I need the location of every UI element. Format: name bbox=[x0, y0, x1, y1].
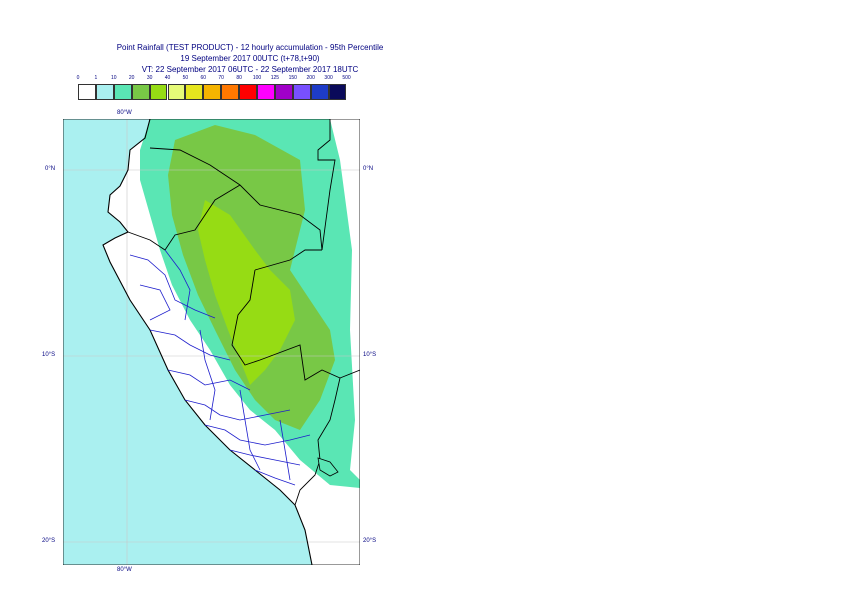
border-colombia-brazil bbox=[317, 119, 336, 251]
legend-swatch bbox=[328, 84, 347, 100]
label-lat-20-right: 20°S bbox=[363, 538, 377, 544]
legend-swatch bbox=[274, 84, 293, 100]
legend-swatch bbox=[221, 84, 240, 100]
legend-tick-label: 150 bbox=[288, 75, 297, 81]
legend-tick-label: 10 bbox=[111, 75, 117, 81]
legend-tick-label: 80 bbox=[236, 75, 242, 81]
label-lat-0-right: 0°N bbox=[363, 166, 374, 172]
region-borders bbox=[129, 249, 311, 486]
border-ecuador-peru bbox=[127, 184, 241, 251]
legend-swatch bbox=[131, 84, 150, 100]
legend-tick-label: 40 bbox=[164, 75, 171, 81]
lake-titicaca bbox=[317, 457, 339, 477]
legend-swatch bbox=[78, 84, 96, 100]
legend-tick-label: 70 bbox=[218, 75, 224, 81]
legend-swatch bbox=[95, 84, 114, 100]
legend-swatch bbox=[203, 84, 222, 100]
legend-tick-label: 200 bbox=[306, 75, 315, 81]
legend-tick-label: 125 bbox=[270, 75, 280, 81]
legend-tick-label: 30 bbox=[146, 75, 153, 81]
legend-tick-label: 0 bbox=[76, 75, 80, 81]
legend-tick-label: 1 bbox=[94, 75, 98, 81]
label-lat-10-left: 10°S bbox=[42, 352, 56, 358]
border-peru-brazil bbox=[231, 249, 341, 461]
legend-tick-label: 50 bbox=[182, 75, 189, 81]
legend-swatch bbox=[113, 84, 132, 100]
label-lat-10-right: 10°S bbox=[363, 352, 377, 358]
legend-swatch bbox=[167, 84, 186, 100]
legend-tick-label: 100 bbox=[252, 75, 262, 81]
rain-zone-30 bbox=[198, 200, 295, 385]
label-lat-20-left: 20°S bbox=[42, 538, 56, 544]
legend-tick-label: 60 bbox=[200, 75, 207, 81]
map-valid-time: VT: 22 September 2017 06UTC - 22 Septemb… bbox=[141, 65, 359, 74]
map-base-time: 19 September 2017 00UTC (t+78,t+90) bbox=[180, 54, 320, 63]
legend-swatch bbox=[310, 84, 329, 100]
legend-tick-label: 500 bbox=[342, 75, 351, 81]
label-lon-top: 80°W bbox=[117, 110, 132, 116]
legend-swatch bbox=[257, 84, 275, 100]
coastline bbox=[102, 119, 313, 565]
map-title: Point Rainfall (TEST PRODUCT) - 12 hourl… bbox=[116, 43, 384, 52]
legend-swatch bbox=[149, 84, 168, 100]
legend-swatch bbox=[292, 84, 311, 100]
legend-swatch bbox=[185, 84, 204, 100]
legend-swatch bbox=[239, 84, 257, 100]
legend-tick-label: 20 bbox=[128, 75, 135, 81]
border-bolivia bbox=[294, 369, 360, 506]
border-colombia-ecuador bbox=[149, 147, 323, 251]
label-lon-bottom: 80°W bbox=[117, 567, 132, 573]
label-lat-0-left: 0°N bbox=[45, 166, 56, 172]
legend-tick-label: 300 bbox=[324, 75, 333, 81]
